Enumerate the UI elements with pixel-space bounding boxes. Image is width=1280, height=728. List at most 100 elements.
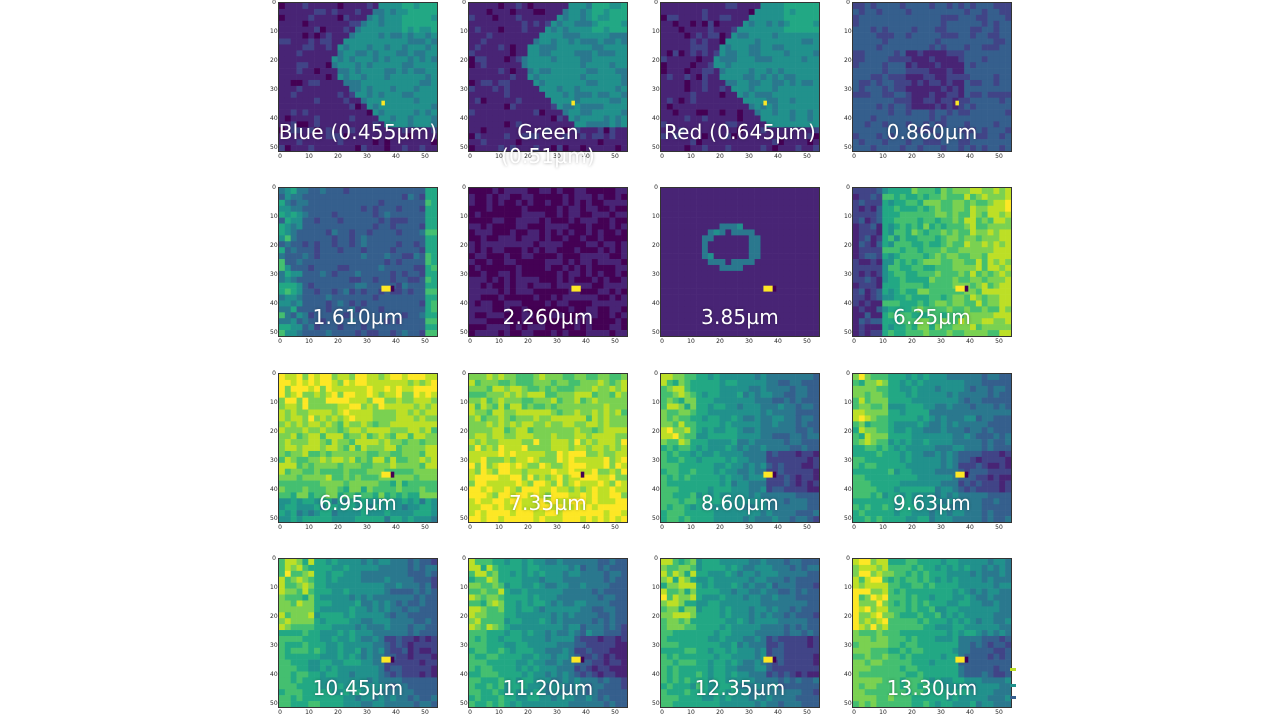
hotspot-mark — [763, 285, 773, 292]
y-tick-label: 20 — [844, 428, 852, 435]
y-tick-label: 40 — [844, 300, 852, 307]
x-tick-label: 50 — [803, 153, 811, 160]
band-panel: 0 10 20 30 40 50 0 10 20 30 40 50 2.260µm — [460, 185, 628, 357]
x-tick-label: 10 — [879, 153, 887, 160]
x-tick-label: 40 — [392, 524, 400, 531]
y-tick-label: 10 — [652, 28, 660, 35]
y-tick-label: 20 — [270, 613, 278, 620]
x-tick-label: 50 — [611, 709, 619, 716]
y-tick-label: 10 — [652, 584, 660, 591]
x-tick-label: 10 — [495, 709, 503, 716]
y-tick-label: 0 — [462, 184, 466, 191]
y-tick-label: 0 — [846, 184, 850, 191]
y-tick-label: 0 — [654, 555, 658, 562]
band-label: 10.45µm — [312, 676, 404, 700]
y-tick-label: 0 — [272, 184, 276, 191]
y-tick-label: 50 — [460, 329, 468, 336]
x-tick-label: 10 — [305, 153, 313, 160]
y-tick-label: 50 — [652, 700, 660, 707]
band-heatmap — [468, 558, 628, 708]
hotspot-mark — [571, 471, 581, 478]
y-tick-label: 30 — [460, 86, 468, 93]
x-tick-label: 40 — [966, 338, 974, 345]
y-tick-label: 50 — [844, 515, 852, 522]
x-tick-label: 20 — [334, 709, 342, 716]
y-tick-label: 10 — [460, 28, 468, 35]
y-tick-label: 10 — [270, 399, 278, 406]
y-tick-label: 30 — [460, 457, 468, 464]
x-tick-label: 10 — [305, 709, 313, 716]
x-tick-label: 40 — [966, 709, 974, 716]
y-tick-label: 50 — [652, 515, 660, 522]
band-label: Blue (0.455µm) — [278, 120, 438, 144]
x-tick-label: 20 — [524, 153, 532, 160]
band-panel: 0 10 20 30 40 50 0 10 20 30 40 50 3.85µm — [652, 185, 820, 357]
x-tick-label: 0 — [660, 153, 664, 160]
y-tick-label: 10 — [270, 213, 278, 220]
x-tick-label: 50 — [803, 338, 811, 345]
x-tick-label: 30 — [745, 153, 753, 160]
band-panel: 0 10 20 30 40 50 0 10 20 30 40 50 6.25µm — [844, 185, 1012, 357]
x-tick-label: 30 — [363, 524, 371, 531]
band-panel: 0 10 20 30 40 50 0 10 20 30 40 50 Blue (0.455µm) — [270, 0, 438, 172]
band-heatmap — [278, 373, 438, 523]
y-tick-label: 20 — [652, 242, 660, 249]
y-tick-label: 40 — [460, 671, 468, 678]
x-tick-label: 30 — [745, 338, 753, 345]
y-tick-label: 30 — [270, 457, 278, 464]
band-panel: 0 10 20 30 40 50 0 10 20 30 40 50 9.63µm — [844, 371, 1012, 543]
y-tick-label: 50 — [270, 144, 278, 151]
x-tick-label: 40 — [774, 524, 782, 531]
x-tick-label: 30 — [363, 153, 371, 160]
x-tick-label: 20 — [908, 524, 916, 531]
x-tick-label: 0 — [852, 524, 856, 531]
x-tick-label: 10 — [305, 524, 313, 531]
hotspot-mark — [571, 656, 581, 663]
y-tick-label: 20 — [844, 242, 852, 249]
y-tick-label: 20 — [270, 242, 278, 249]
y-tick-label: 30 — [460, 271, 468, 278]
hotspot-mark — [763, 656, 773, 663]
x-tick-label: 40 — [582, 153, 590, 160]
x-tick-label: 0 — [468, 524, 472, 531]
band-label: 6.25µm — [893, 305, 971, 329]
y-tick-label: 30 — [652, 457, 660, 464]
y-tick-label: 0 — [272, 555, 276, 562]
band-label: 11.20µm — [502, 676, 594, 700]
y-tick-label: 40 — [460, 300, 468, 307]
x-tick-label: 40 — [582, 338, 590, 345]
band-label: 1.610µm — [312, 305, 404, 329]
x-tick-label: 0 — [852, 153, 856, 160]
y-tick-label: 0 — [654, 370, 658, 377]
x-tick-label: 0 — [278, 709, 282, 716]
hotspot-mark — [381, 285, 391, 292]
colorbar-fragment-1 — [1010, 668, 1016, 671]
y-tick-label: 10 — [844, 399, 852, 406]
x-tick-label: 30 — [745, 524, 753, 531]
x-tick-label: 50 — [995, 709, 1003, 716]
band-heatmap — [278, 2, 438, 152]
x-tick-label: 0 — [852, 338, 856, 345]
y-tick-label: 20 — [460, 428, 468, 435]
x-tick-label: 10 — [495, 524, 503, 531]
band-heatmap — [468, 2, 628, 152]
y-tick-label: 40 — [652, 115, 660, 122]
y-tick-label: 50 — [270, 515, 278, 522]
y-tick-label: 10 — [652, 399, 660, 406]
x-tick-label: 10 — [879, 338, 887, 345]
band-panel: 0 10 20 30 40 50 0 10 20 30 40 50 Red (0.645µm) — [652, 0, 820, 172]
band-heatmap — [852, 187, 1012, 337]
y-tick-label: 50 — [460, 700, 468, 707]
band-label: Green (0.51µm) — [501, 120, 595, 168]
band-label: 13.30µm — [886, 676, 978, 700]
y-tick-label: 20 — [844, 57, 852, 64]
x-tick-label: 20 — [334, 338, 342, 345]
hotspot-mark — [381, 100, 385, 106]
y-tick-label: 40 — [270, 671, 278, 678]
band-heatmap — [278, 558, 438, 708]
x-tick-label: 30 — [937, 524, 945, 531]
x-tick-label: 0 — [468, 338, 472, 345]
y-tick-label: 40 — [270, 115, 278, 122]
x-tick-label: 30 — [553, 709, 561, 716]
